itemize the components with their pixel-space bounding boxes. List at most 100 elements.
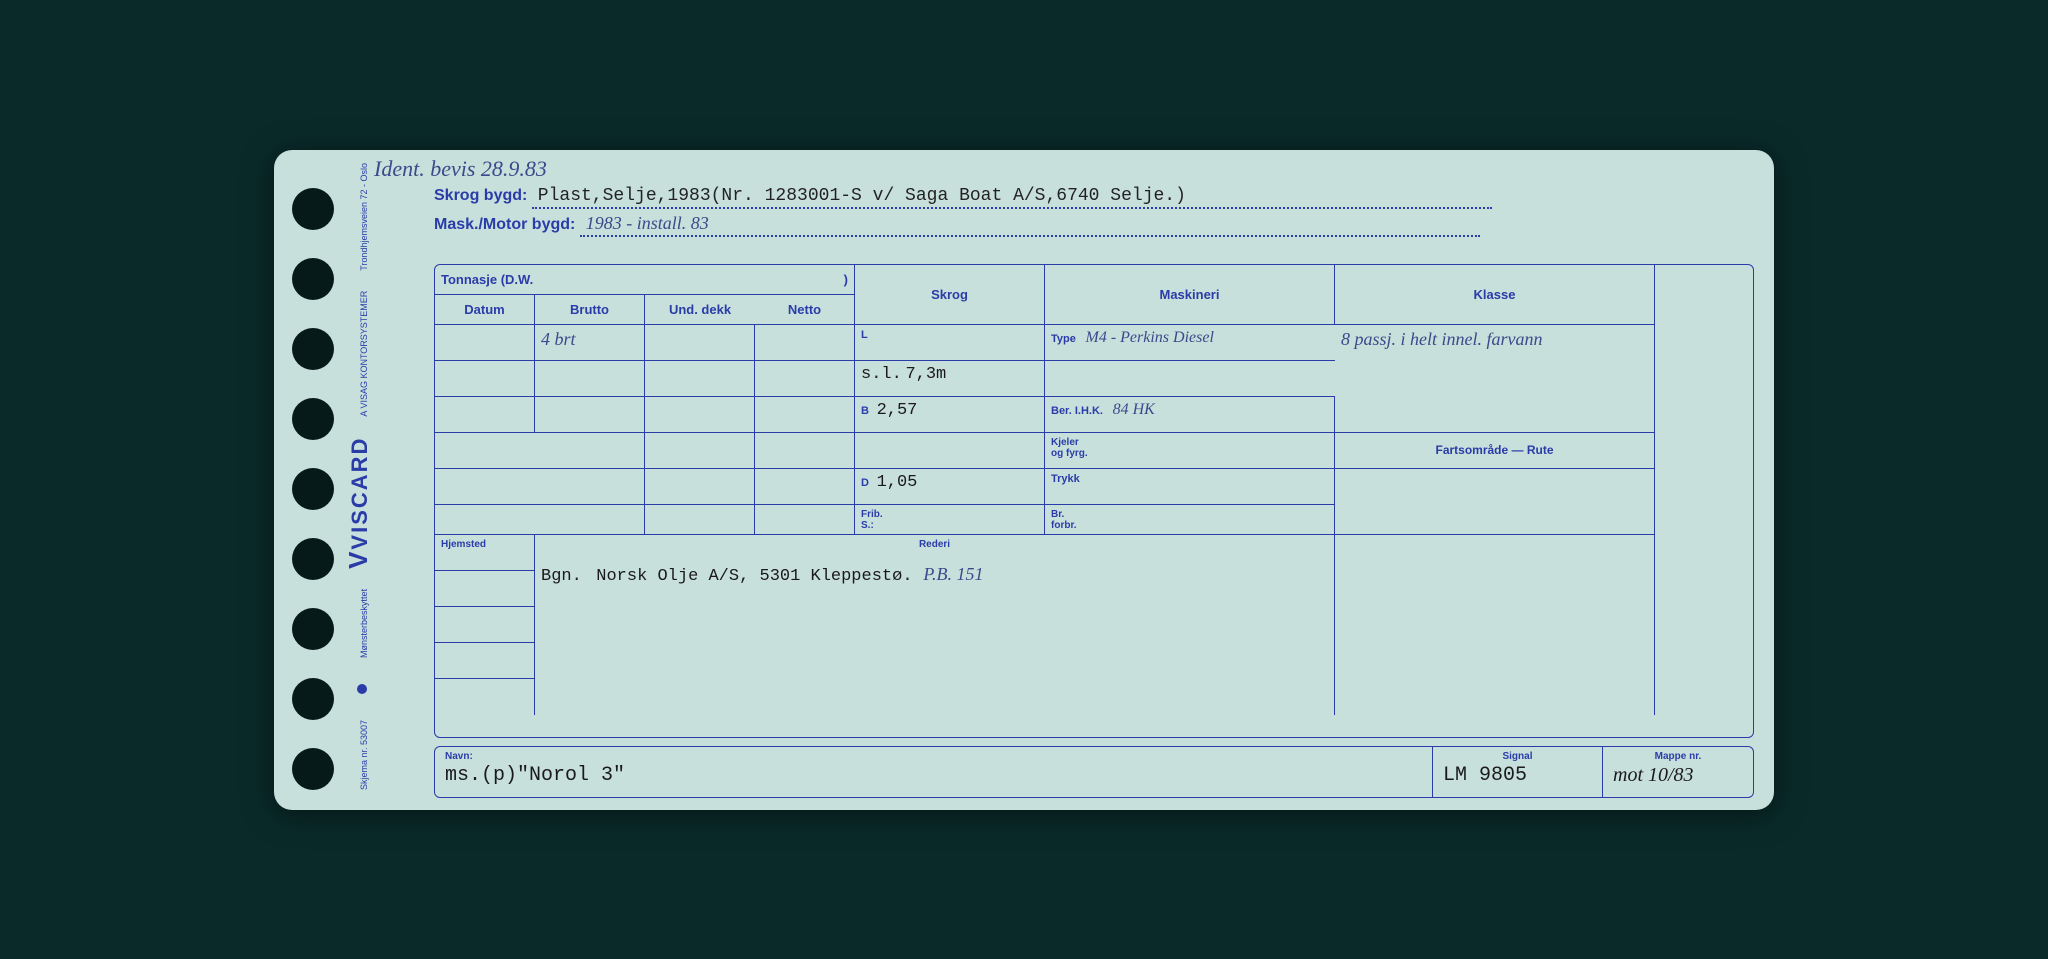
cell (755, 325, 855, 361)
cell (435, 679, 535, 715)
mappe-cell: Mappe nr. mot 10/83 (1603, 747, 1753, 797)
cell (535, 433, 645, 469)
cell (1045, 361, 1335, 397)
cell (645, 433, 755, 469)
cell (435, 469, 535, 505)
cell (435, 361, 535, 397)
brutto-header: Brutto (535, 295, 645, 325)
cell (535, 361, 645, 397)
cell (435, 325, 535, 361)
signal-cell: Signal LM 9805 (1433, 747, 1603, 797)
skrog-bygd-line: Skrog bygd: Plast,Selje,1983(Nr. 1283001… (434, 186, 1754, 209)
skrog-B-cell: B 2,57 (855, 397, 1045, 433)
cell (755, 505, 855, 535)
kjeler-label: Kjeler og fyrg. (1045, 433, 1335, 469)
cell (755, 361, 855, 397)
tonnage-label: Tonnasje (D.W. (441, 272, 533, 287)
cell (435, 433, 535, 469)
card-content: Ident. bevis 28.9.83 Skrog bygd: Plast,S… (434, 156, 1754, 798)
cell (435, 643, 535, 679)
punch-hole (292, 468, 334, 510)
frib-label: Frib. S.: (855, 505, 1045, 535)
bottom-bar: Navn: ms.(p)"Norol 3" Signal LM 9805 Map… (434, 746, 1754, 798)
cell (645, 397, 755, 433)
rederi-hand: P.B. 151 (923, 564, 983, 584)
B-value: 2,57 (877, 401, 918, 420)
navn-value: ms.(p)"Norol 3" (445, 764, 1422, 787)
skjema-nr: Skjema nr. 53007 (359, 719, 370, 789)
br-forbr-label: Br. forbr. (1045, 505, 1335, 535)
skrog-sl-cell: s.l. 7,3m (855, 361, 1045, 397)
cell (755, 469, 855, 505)
cell (855, 433, 1045, 469)
trykk-label: Trykk (1045, 469, 1335, 505)
side-print: Skjema nr. 53007 Mønsterbeskyttet VVISCA… (374, 170, 420, 790)
cell (755, 433, 855, 469)
ber-label: Ber. I.H.K. (1051, 405, 1103, 417)
punch-hole (292, 188, 334, 230)
cell (755, 397, 855, 433)
sl-label: s.l. (861, 365, 902, 384)
punch-hole (292, 398, 334, 440)
type-label: Type (1051, 333, 1076, 345)
brutto-value: 4 brt (535, 325, 645, 361)
D-value: 1,05 (877, 473, 918, 492)
skrog-header: Skrog (855, 265, 1045, 325)
klasse-note: 8 passj. i helt innel. farvann (1335, 325, 1655, 433)
ber-value: 84 HK (1113, 401, 1155, 418)
cell (645, 469, 755, 505)
mask-type-cell: Type M4 - Perkins Diesel (1045, 325, 1335, 361)
brand-logo: VVISCARD (343, 436, 374, 568)
und-header: Und. dekk (645, 295, 755, 325)
cell (435, 505, 535, 535)
mappe-value: mot 10/83 (1613, 764, 1743, 787)
signal-label: Signal (1443, 751, 1592, 762)
skrog-D-cell: D 1,05 (855, 469, 1045, 505)
navn-cell: Navn: ms.(p)"Norol 3" (435, 747, 1433, 797)
signal-value: LM 9805 (1443, 764, 1592, 787)
punch-hole (292, 538, 334, 580)
cell (435, 571, 535, 607)
tonnage-close: ) (844, 272, 848, 287)
cell (645, 361, 755, 397)
sl-value: 7,3m (905, 365, 946, 384)
mask-ber-cell: Ber. I.H.K. 84 HK (1045, 397, 1335, 433)
skrog-L-label: L (855, 325, 1045, 361)
tonnage-header: Tonnasje (D.W. ) (435, 265, 855, 295)
B-label: B (861, 405, 869, 417)
cell (645, 505, 755, 535)
datum-header: Datum (435, 295, 535, 325)
maskineri-header: Maskineri (1045, 265, 1335, 325)
dot-icon (357, 683, 367, 693)
rute-label: Fartsområde — Rute (1335, 433, 1655, 469)
handwritten-header: Ident. bevis 28.9.83 (374, 156, 547, 182)
mask-bygd-line: Mask./Motor bygd: 1983 - install. 83 (434, 213, 1754, 237)
punch-hole (292, 748, 334, 790)
cell (645, 325, 755, 361)
index-card: Skjema nr. 53007 Mønsterbeskyttet VVISCA… (274, 150, 1774, 810)
D-label: D (861, 477, 869, 489)
cell (535, 397, 645, 433)
rederi-body: Rederi Bgn. Norsk Olje A/S, 5301 Kleppes… (535, 535, 1335, 715)
cell (535, 469, 645, 505)
rederi-text: Norsk Olje A/S, 5301 Kleppestø. (596, 567, 912, 586)
main-table: Tonnasje (D.W. ) Skrog Maskineri Klasse … (434, 264, 1754, 738)
punch-hole (292, 328, 334, 370)
brand-text: VISCARD (347, 436, 372, 549)
cell (1335, 535, 1655, 715)
mask-bygd-label: Mask./Motor bygd: (434, 216, 575, 233)
cell (535, 505, 645, 535)
rederi-bgn: Bgn. (541, 567, 582, 586)
skrog-bygd-value: Plast,Selje,1983(Nr. 1283001-S v/ Saga B… (532, 186, 1492, 209)
punch-hole (292, 258, 334, 300)
cell (1335, 469, 1655, 535)
side-addr: Trondhjemsveien 72 - Oslo (359, 162, 370, 270)
rederi-label: Rederi (541, 539, 1328, 550)
type-value: M4 - Perkins Diesel (1085, 329, 1213, 346)
side-protect: Mønsterbeskyttet (359, 588, 370, 657)
cell (435, 607, 535, 643)
klasse-header: Klasse (1335, 265, 1655, 325)
netto-header: Netto (755, 295, 855, 325)
punch-hole (292, 678, 334, 720)
hjemsted-label: Hjemsted (435, 535, 535, 571)
